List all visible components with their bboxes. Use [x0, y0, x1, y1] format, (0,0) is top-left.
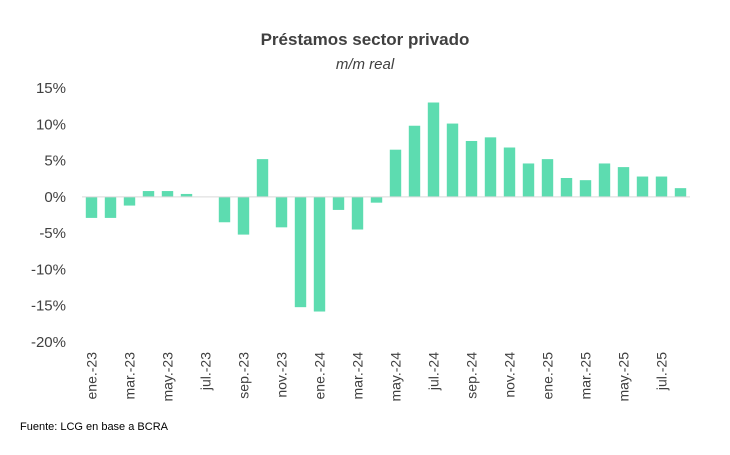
x-tick-label: mar.-24 — [350, 352, 366, 400]
bar-27 — [598, 163, 611, 197]
bar-24 — [541, 159, 554, 197]
x-tick-label: jul.-24 — [426, 352, 442, 391]
x-tick-label: nov.-23 — [274, 352, 290, 398]
bar-11 — [294, 196, 307, 308]
bar-30 — [655, 176, 668, 197]
bar-31 — [674, 188, 687, 197]
x-tick-label: may.-25 — [616, 352, 632, 402]
x-tick-label: mar.-23 — [122, 352, 138, 400]
y-tick-label: 15% — [36, 80, 66, 97]
y-tick-label: 5% — [44, 153, 66, 170]
x-tick-label: ene.-25 — [540, 352, 556, 400]
bar-19 — [446, 123, 459, 197]
bar-0 — [85, 196, 98, 218]
bar-26 — [579, 180, 592, 197]
x-tick-label: sep.-23 — [236, 352, 252, 399]
y-tick-label: 0% — [44, 189, 66, 206]
source-note: Fuente: LCG en base a BCRA — [20, 421, 168, 433]
y-tick-label: -5% — [39, 225, 66, 242]
bar-29 — [636, 176, 649, 197]
x-tick-label: nov.-24 — [502, 352, 518, 398]
bar-25 — [560, 177, 573, 197]
bar-16 — [389, 149, 402, 197]
bar-13 — [332, 196, 345, 210]
bars-group — [85, 102, 687, 312]
x-tick-label: mar.-25 — [578, 352, 594, 400]
x-axis-ticks: ene.-23 mar.-23 may.-23 jul.-23 sep.-23 nov.-… — [84, 352, 670, 402]
bar-28 — [617, 167, 630, 197]
bar-18 — [427, 102, 440, 197]
bar-4 — [161, 191, 174, 197]
x-tick-label: ene.-23 — [84, 352, 100, 400]
bar-14 — [351, 196, 364, 230]
bar-7 — [218, 196, 231, 223]
bar-10 — [275, 196, 288, 228]
x-tick-label: may.-23 — [160, 352, 176, 402]
bar-23 — [522, 163, 535, 197]
y-tick-label: 10% — [36, 116, 66, 133]
bar-20 — [465, 140, 478, 197]
x-tick-label: sep.-24 — [464, 352, 480, 399]
bar-12 — [313, 196, 326, 312]
bar-8 — [237, 196, 250, 235]
bar-9 — [256, 159, 269, 197]
chart-title: Préstamos sector privado — [260, 30, 470, 49]
bar-1 — [104, 196, 117, 218]
y-axis-ticks: 15% 10% 5% 0% -5% -10% -15% -20% — [31, 80, 66, 351]
bar-15 — [370, 196, 383, 203]
bar-17 — [408, 125, 421, 197]
y-tick-label: -10% — [31, 261, 66, 278]
x-tick-label: ene.-24 — [312, 352, 328, 400]
x-tick-label: jul.-25 — [654, 352, 670, 391]
bar-5 — [180, 193, 193, 197]
x-tick-label: jul.-23 — [198, 352, 214, 391]
bar-22 — [503, 147, 516, 197]
chart-subtitle: m/m real — [335, 56, 395, 73]
bar-21 — [484, 137, 497, 197]
bar-2 — [123, 196, 136, 206]
y-tick-label: -20% — [31, 334, 66, 351]
bar-3 — [142, 191, 155, 197]
y-tick-label: -15% — [31, 298, 66, 315]
x-tick-label: may.-24 — [388, 352, 404, 402]
